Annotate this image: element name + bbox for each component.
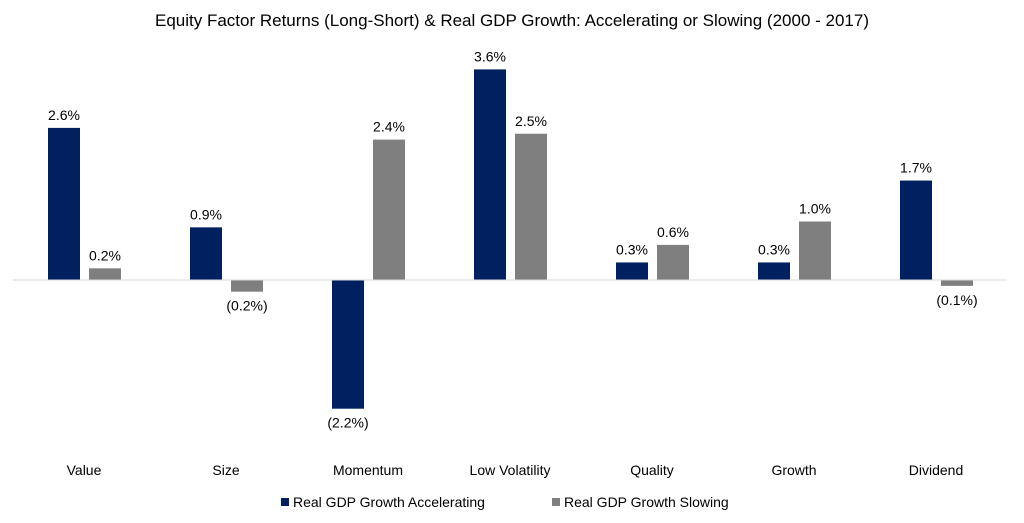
bar-accelerating-size — [190, 227, 222, 280]
category-label: Growth — [771, 462, 816, 478]
category-label: Low Volatility — [470, 462, 551, 478]
data-label: 0.3% — [758, 241, 790, 257]
bar-accelerating-value — [48, 127, 80, 281]
bar-slowing-size — [231, 280, 263, 292]
bar-slowing-dividend — [941, 280, 973, 286]
bar-accelerating-momentum — [332, 280, 364, 409]
bar-accelerating-growth — [758, 262, 790, 280]
bar-slowing-growth — [799, 221, 831, 280]
data-label: 0.3% — [616, 241, 648, 257]
bar-accelerating-dividend — [900, 180, 932, 280]
data-label: 1.7% — [900, 160, 932, 176]
category-label: Quality — [630, 462, 674, 478]
bar-accelerating-low-volatility — [474, 69, 506, 281]
data-label: 0.9% — [190, 206, 222, 222]
data-label: 1.0% — [799, 201, 831, 217]
chart-title: Equity Factor Returns (Long-Short) & Rea… — [155, 11, 869, 30]
bar-slowing-value — [89, 268, 121, 280]
data-label: (0.1%) — [936, 292, 977, 308]
legend-label: Real GDP Growth Slowing — [564, 494, 729, 510]
category-label: Momentum — [333, 462, 403, 478]
category-label: Value — [67, 462, 102, 478]
category-label: Dividend — [909, 462, 963, 478]
data-label: 2.4% — [373, 119, 405, 135]
legend-label: Real GDP Growth Accelerating — [293, 494, 485, 510]
bar-slowing-momentum — [373, 139, 405, 280]
data-label: 3.6% — [474, 48, 506, 64]
data-label: 0.2% — [89, 247, 121, 263]
bar-slowing-quality — [657, 244, 689, 280]
legend: Real GDP Growth Accelerating Real GDP Gro… — [281, 494, 729, 510]
data-label: (2.2%) — [327, 415, 368, 431]
bar-slowing-low-volatility — [515, 133, 547, 280]
legend-swatch — [281, 498, 289, 506]
data-label: 2.5% — [515, 113, 547, 129]
data-label: 2.6% — [48, 107, 80, 123]
legend-swatch — [552, 498, 560, 506]
data-label: 0.6% — [657, 224, 689, 240]
category-label: Size — [212, 462, 239, 478]
data-label: (0.2%) — [226, 298, 267, 314]
bar-accelerating-quality — [616, 262, 648, 280]
